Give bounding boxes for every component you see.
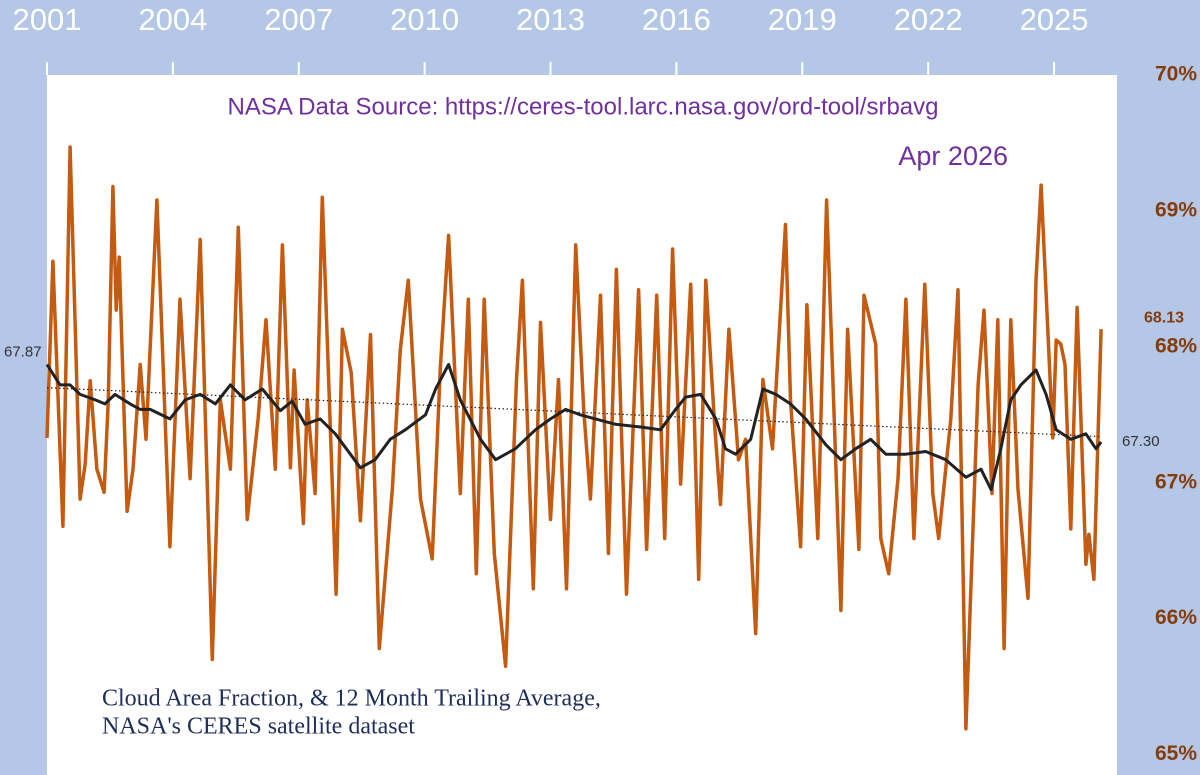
value-label: 68.13 bbox=[1144, 309, 1184, 326]
trailing-average-line bbox=[45, 363, 1103, 492]
x-tick-label: 2013 bbox=[516, 2, 585, 37]
x-tick-label: 2016 bbox=[642, 2, 711, 37]
caption: Cloud Area Fraction, & 12 Month Trailing… bbox=[102, 686, 601, 712]
y-tick-label: 69% bbox=[1155, 198, 1197, 221]
chart-subtitle: Apr 2026 bbox=[898, 141, 1008, 171]
x-tick-label: 2001 bbox=[13, 2, 82, 37]
caption: NASA's CERES satellite dataset bbox=[102, 714, 415, 740]
chart-title: NASA Data Source: https://ceres-tool.lar… bbox=[227, 93, 938, 120]
x-tick-label: 2004 bbox=[138, 2, 207, 37]
y-tick-label: 67% bbox=[1155, 470, 1197, 493]
x-tick-label: 2010 bbox=[390, 2, 459, 37]
cloud-fraction-line bbox=[45, 145, 1103, 731]
x-tick-label: 2022 bbox=[894, 2, 963, 37]
y-tick-label: 66% bbox=[1155, 606, 1197, 629]
x-tick-label: 2025 bbox=[1020, 2, 1089, 37]
value-label: 67.30 bbox=[1122, 433, 1160, 450]
x-tick-label: 2007 bbox=[264, 2, 333, 37]
y-tick-label: 68% bbox=[1155, 334, 1197, 357]
y-tick-label: 70% bbox=[1155, 63, 1197, 86]
x-tick-label: 2019 bbox=[768, 2, 837, 37]
plot-area bbox=[47, 75, 1117, 775]
y-tick-label: 65% bbox=[1155, 742, 1197, 765]
value-label: 67.87 bbox=[4, 343, 42, 360]
